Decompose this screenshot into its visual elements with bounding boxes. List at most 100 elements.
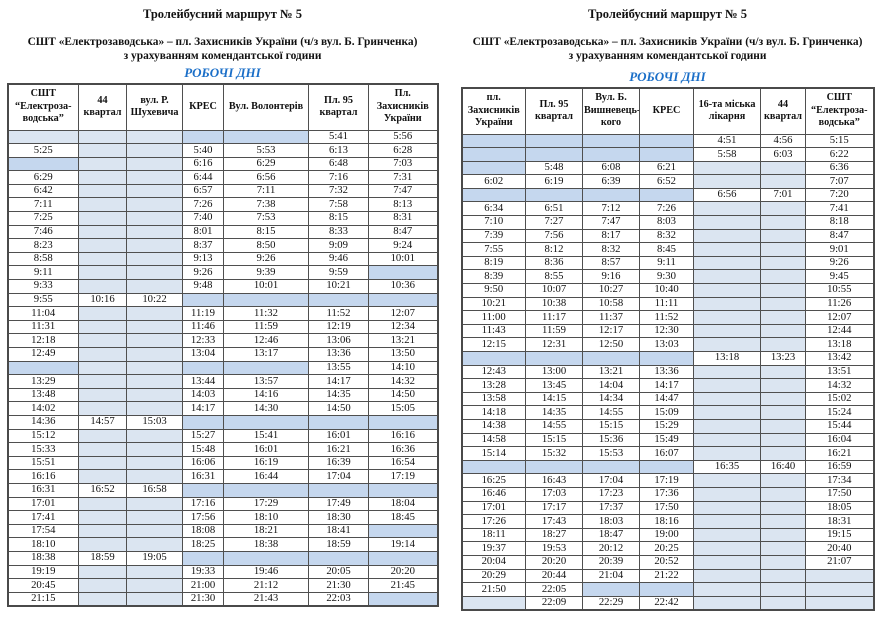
empty-cell [693, 215, 761, 230]
empty-cell [126, 224, 183, 240]
time-cell: 6:48 [308, 156, 369, 172]
time-cell: 15:15 [525, 432, 583, 448]
time-cell: 8:58 [7, 251, 79, 267]
empty-cell [223, 550, 309, 566]
time-cell: 10:01 [368, 251, 438, 267]
time-cell: 6:57 [182, 183, 224, 199]
workdays-label: РОБОЧІ ДНІ [184, 64, 261, 80]
time-cell: 15:29 [639, 418, 694, 434]
empty-cell [693, 500, 761, 516]
time-cell: 7:55 [461, 242, 526, 257]
time-cell: 16:40 [760, 459, 806, 475]
empty-cell [126, 129, 183, 145]
empty-cell [525, 351, 583, 366]
time-cell: 13:18 [805, 337, 874, 352]
empty-cell [760, 323, 806, 339]
empty-cell [182, 414, 224, 430]
empty-cell [760, 554, 806, 570]
time-cell: 12:43 [461, 364, 526, 380]
time-cell: 6:29 [7, 170, 79, 185]
time-cell: 20:05 [308, 564, 369, 580]
empty-cell [126, 197, 183, 213]
time-cell: 15:14 [461, 446, 526, 461]
column-header-stop: Пл. 95 квартал [308, 83, 369, 131]
time-cell: 13:36 [639, 364, 694, 380]
empty-cell [223, 482, 309, 498]
time-cell: 8:18 [805, 215, 874, 230]
time-cell: 17:54 [7, 523, 79, 539]
time-cell: 9:48 [182, 279, 224, 294]
time-cell: 6:08 [582, 160, 640, 176]
empty-cell [126, 523, 183, 539]
empty-cell [582, 147, 640, 162]
time-cell: 13:00 [525, 364, 583, 380]
empty-cell [525, 187, 583, 203]
time-cell: 18:04 [368, 496, 438, 512]
time-cell: 8:13 [368, 197, 438, 213]
time-cell: 9:26 [223, 251, 309, 267]
timetable-row: 8:39 8:55 9:16 9:30 9:45 [461, 269, 874, 285]
time-cell: 12:17 [582, 323, 640, 339]
timetable-row: 21:15 21:30 21:43 22:03 [7, 591, 438, 607]
empty-cell [78, 564, 127, 580]
time-cell: 16:54 [368, 455, 438, 471]
empty-cell [182, 550, 224, 566]
empty-cell [78, 224, 127, 240]
timetable-row: 15:33 15:48 16:01 16:21 16:36 [7, 442, 438, 457]
time-cell: 17:01 [461, 500, 526, 516]
time-cell: 8:32 [582, 242, 640, 257]
time-cell: 14:16 [223, 387, 309, 403]
time-cell: 18:10 [223, 510, 309, 525]
time-cell: 16:01 [223, 442, 309, 457]
time-cell: 13:04 [182, 347, 224, 362]
empty-cell [78, 197, 127, 213]
empty-cell [760, 432, 806, 448]
time-cell: 9:16 [582, 269, 640, 285]
time-cell: 18:11 [461, 527, 526, 543]
time-cell: 21:00 [182, 578, 224, 593]
time-cell: 17:50 [805, 486, 874, 502]
time-cell: 13:18 [693, 351, 761, 366]
time-cell: 11:59 [223, 319, 309, 335]
empty-cell [582, 459, 640, 475]
empty-cell [693, 554, 761, 570]
timetable-row: 5:48 6:08 6:21 6:36 [461, 160, 874, 176]
return-timetable: пл. Захисників України Пл. 95 квартал Вул.… [460, 86, 875, 612]
time-cell: 16:31 [7, 482, 79, 498]
time-cell: 7:31 [368, 170, 438, 185]
time-cell: 8:55 [525, 269, 583, 285]
empty-cell [760, 568, 806, 584]
column-header-stop: 44 квартал [78, 83, 127, 131]
column-header-stop: Вул. Б. Вишневець-кого [582, 87, 640, 135]
empty-cell [182, 292, 224, 308]
time-cell: 7:10 [461, 215, 526, 230]
empty-cell [461, 133, 526, 149]
empty-cell [805, 568, 874, 584]
empty-cell [461, 187, 526, 203]
empty-cell [760, 242, 806, 257]
time-cell: 12:31 [525, 337, 583, 352]
empty-cell [126, 251, 183, 267]
workdays-label: РОБОЧІ ДНІ [629, 68, 706, 84]
time-cell: 17:03 [525, 486, 583, 502]
column-header-stop: вул. Р. Шухевича [126, 83, 183, 131]
time-cell: 5:48 [525, 160, 583, 176]
timetable-row: 17:01 17:17 17:37 17:50 18:05 [461, 500, 874, 516]
timetable-row: 6:56 7:01 7:20 [461, 187, 874, 203]
time-cell: 6:28 [368, 143, 438, 158]
time-cell: 8:47 [805, 228, 874, 244]
empty-cell [760, 514, 806, 529]
time-cell: 17:01 [7, 496, 79, 512]
time-cell: 9:59 [308, 265, 369, 281]
time-cell: 13:21 [582, 364, 640, 380]
time-cell: 21:07 [805, 554, 874, 570]
time-cell: 9:46 [308, 251, 369, 267]
time-cell: 10:36 [368, 279, 438, 294]
time-cell: 18:59 [78, 550, 127, 566]
timetable-row: 20:45 21:00 21:12 21:30 21:45 [7, 578, 438, 593]
time-cell: 21:45 [368, 578, 438, 593]
empty-cell [78, 156, 127, 172]
time-cell: 12:33 [182, 333, 224, 348]
empty-cell [805, 595, 874, 611]
time-cell: 16:58 [126, 482, 183, 498]
